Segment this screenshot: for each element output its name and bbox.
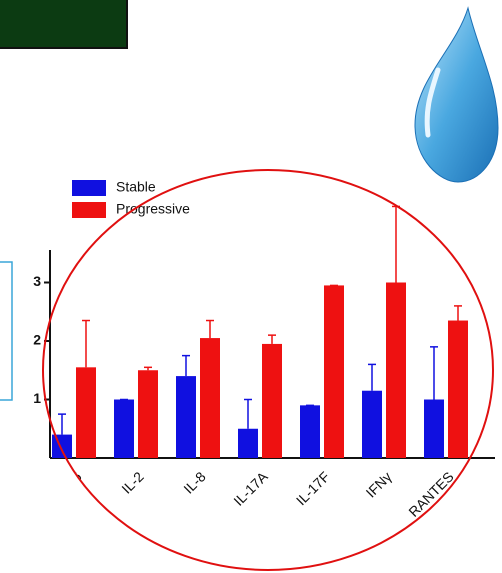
x-tick-label: IL-2 xyxy=(118,468,147,497)
water-drop xyxy=(415,8,498,182)
legend-swatch xyxy=(72,202,106,218)
bar xyxy=(238,429,258,458)
bar xyxy=(324,285,344,458)
y-tick-label: 2 xyxy=(33,332,41,348)
bar xyxy=(424,400,444,459)
x-tick-label: IFNγ xyxy=(363,468,395,500)
bar xyxy=(114,400,134,459)
bar xyxy=(362,391,382,458)
bar xyxy=(448,321,468,458)
bar xyxy=(200,338,220,458)
bar xyxy=(138,370,158,458)
page: 123StableProgressive IL-6IL-2IL-8IL-17AI… xyxy=(0,0,502,573)
x-tick-label: IL-17A xyxy=(230,468,271,509)
x-labels: IL-6 IL-2 IL-8 IL-17A IL-17F IFNγ RANTES xyxy=(56,468,456,520)
y-tick-label: 1 xyxy=(33,390,41,406)
x-tick-label: IL-6 xyxy=(56,468,85,497)
bar xyxy=(386,283,406,459)
bar xyxy=(262,344,282,458)
legend-swatch xyxy=(72,180,106,196)
x-tick-label: IL-8 xyxy=(180,468,209,497)
bar xyxy=(176,376,196,458)
x-tick-label: RANTES xyxy=(405,468,456,519)
banner xyxy=(0,0,127,48)
bar xyxy=(300,405,320,458)
x-tick-label: IL-17F xyxy=(293,468,333,508)
legend-label: Stable xyxy=(116,179,156,195)
y-tick-label: 3 xyxy=(33,273,41,289)
scene: 123StableProgressive IL-6IL-2IL-8IL-17AI… xyxy=(0,0,502,573)
bracket xyxy=(0,262,12,400)
bar xyxy=(52,435,72,458)
bar xyxy=(76,367,96,458)
